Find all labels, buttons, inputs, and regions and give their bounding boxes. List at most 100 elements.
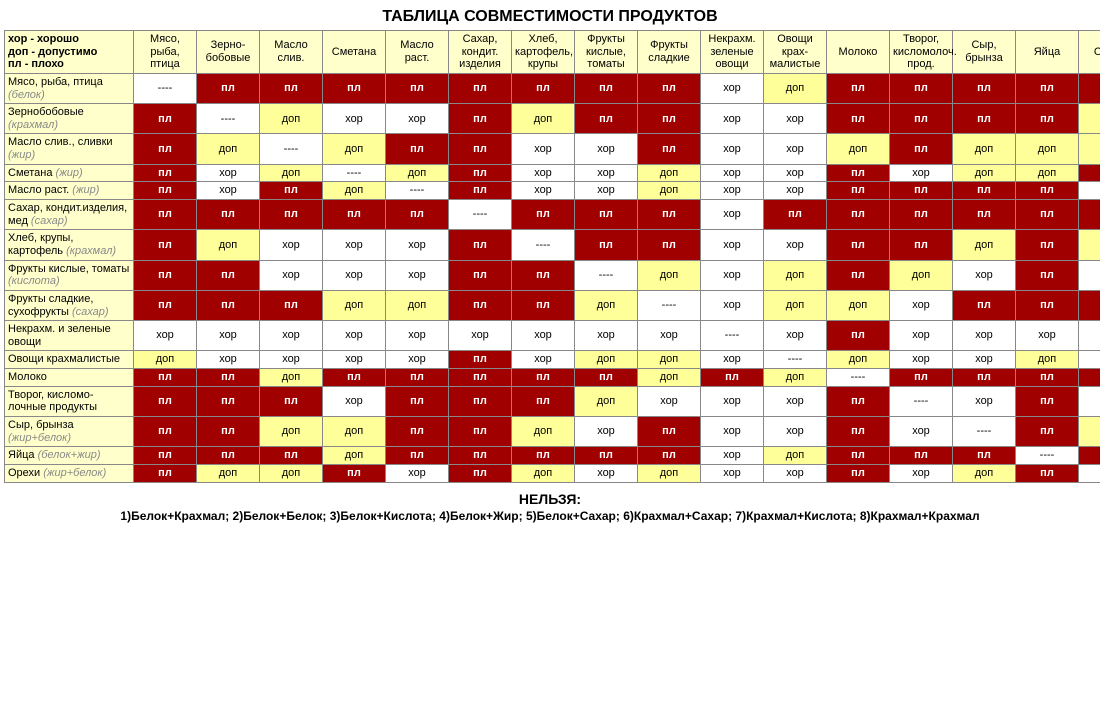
compat-cell: доп: [260, 417, 323, 447]
compat-cell: пл: [197, 369, 260, 387]
legend-cell: хор - хорошо доп - допустимо пл - плохо: [5, 31, 134, 74]
table-row: Мясо, рыба, птица (белок)----плплплплплп…: [5, 73, 1100, 103]
column-header: Яйца: [1016, 31, 1079, 74]
compat-cell: доп: [1079, 417, 1100, 447]
compat-cell: хор: [701, 351, 764, 369]
compat-cell: хор: [764, 464, 827, 482]
compat-cell: доп: [1016, 134, 1079, 164]
column-header: Молоко: [827, 31, 890, 74]
compat-cell: пл: [827, 200, 890, 230]
compat-cell: ----: [323, 164, 386, 182]
compat-cell: пл: [449, 290, 512, 320]
compat-cell: пл: [197, 290, 260, 320]
compat-cell: пл: [449, 104, 512, 134]
compat-cell: доп: [575, 351, 638, 369]
compat-cell: хор: [764, 417, 827, 447]
compat-cell: хор: [386, 321, 449, 351]
compat-cell: пл: [1016, 386, 1079, 416]
compat-cell: пл: [197, 447, 260, 465]
compat-cell: пл: [1016, 290, 1079, 320]
legend-hor: хор - хорошо: [8, 33, 130, 46]
compat-cell: хор: [701, 182, 764, 200]
column-header: Сыр, брынза: [953, 31, 1016, 74]
row-header: Сахар, кондит.изделия, мед (сахар): [5, 200, 134, 230]
compatibility-table: хор - хорошо доп - допустимо пл - плохо …: [4, 30, 1100, 483]
compat-cell: пл: [827, 230, 890, 260]
compat-cell: доп: [512, 417, 575, 447]
compat-cell: пл: [260, 73, 323, 103]
compat-cell: пл: [890, 182, 953, 200]
compat-cell: пл: [1016, 464, 1079, 482]
compat-cell: пл: [1016, 417, 1079, 447]
compat-cell: хор: [701, 200, 764, 230]
compat-cell: хор: [890, 321, 953, 351]
compat-cell: пл: [575, 447, 638, 465]
compat-cell: пл: [449, 73, 512, 103]
compat-cell: доп: [764, 73, 827, 103]
compat-cell: хор: [197, 182, 260, 200]
compat-cell: пл: [134, 182, 197, 200]
compat-cell: пл: [575, 73, 638, 103]
compat-cell: хор: [512, 164, 575, 182]
compat-cell: ----: [386, 182, 449, 200]
compat-cell: хор: [764, 164, 827, 182]
compat-cell: пл: [512, 290, 575, 320]
compat-cell: ----: [512, 230, 575, 260]
column-header: Сахар, кондит. изделия: [449, 31, 512, 74]
compat-cell: хор: [764, 230, 827, 260]
column-header: Масло раст.: [386, 31, 449, 74]
compat-cell: пл: [1079, 290, 1100, 320]
row-header: Овощи крахмалистые: [5, 351, 134, 369]
compat-cell: доп: [197, 230, 260, 260]
compat-cell: хор: [953, 351, 1016, 369]
compat-cell: доп: [638, 164, 701, 182]
compat-cell: пл: [512, 73, 575, 103]
row-header: Молоко: [5, 369, 134, 387]
column-header: Зерно-бобовые: [197, 31, 260, 74]
compat-cell: доп: [1079, 104, 1100, 134]
row-header: Фрукты сладкие, сухофрукты (сахар): [5, 290, 134, 320]
compat-cell: хор: [890, 290, 953, 320]
compat-cell: пл: [1079, 164, 1100, 182]
compat-cell: хор: [197, 321, 260, 351]
compat-cell: доп: [953, 230, 1016, 260]
compat-cell: пл: [1016, 260, 1079, 290]
row-header: Хлеб, крупы, картофель (крахмал): [5, 230, 134, 260]
compat-cell: пл: [638, 200, 701, 230]
compat-cell: пл: [134, 369, 197, 387]
footer-title: НЕЛЬЗЯ:: [4, 483, 1096, 507]
compat-cell: доп: [386, 164, 449, 182]
compat-cell: доп: [890, 260, 953, 290]
footer-rules: 1)Белок+Крахмал; 2)Белок+Белок; 3)Белок+…: [4, 507, 1096, 527]
compat-cell: хор: [764, 104, 827, 134]
compat-cell: доп: [827, 134, 890, 164]
compat-cell: пл: [323, 464, 386, 482]
compat-cell: пл: [197, 73, 260, 103]
compat-cell: пл: [1016, 369, 1079, 387]
row-header: Яйца (белок+жир): [5, 447, 134, 465]
compat-cell: пл: [260, 200, 323, 230]
compat-cell: пл: [386, 447, 449, 465]
compat-cell: пл: [1079, 369, 1100, 387]
compat-cell: пл: [386, 369, 449, 387]
column-header: Мясо, рыба, птица: [134, 31, 197, 74]
table-row: Овощи крахмалистыедопхорхорхорхорплхордо…: [5, 351, 1100, 369]
column-header: Овощи крах-малистые: [764, 31, 827, 74]
compat-cell: пл: [449, 386, 512, 416]
compat-cell: пл: [638, 134, 701, 164]
column-header: Фрукты кислые, томаты: [575, 31, 638, 74]
compat-cell: хор: [512, 182, 575, 200]
table-row: Орехи (жир+белок)плдопдопплхорплдопхордо…: [5, 464, 1100, 482]
compat-cell: пл: [323, 73, 386, 103]
compat-cell: хор: [701, 260, 764, 290]
compat-cell: доп: [953, 134, 1016, 164]
compat-cell: пл: [449, 230, 512, 260]
compat-cell: пл: [890, 104, 953, 134]
table-row: Масло слив., сливки (жир)плдоп----допплп…: [5, 134, 1100, 164]
compat-cell: хор: [1079, 321, 1100, 351]
compat-cell: хор: [1079, 386, 1100, 416]
compat-cell: хор: [764, 386, 827, 416]
compat-cell: хор: [1079, 182, 1100, 200]
page-title: ТАБЛИЦА СОВМЕСТИМОСТИ ПРОДУКТОВ: [4, 4, 1096, 30]
compat-cell: доп: [134, 351, 197, 369]
